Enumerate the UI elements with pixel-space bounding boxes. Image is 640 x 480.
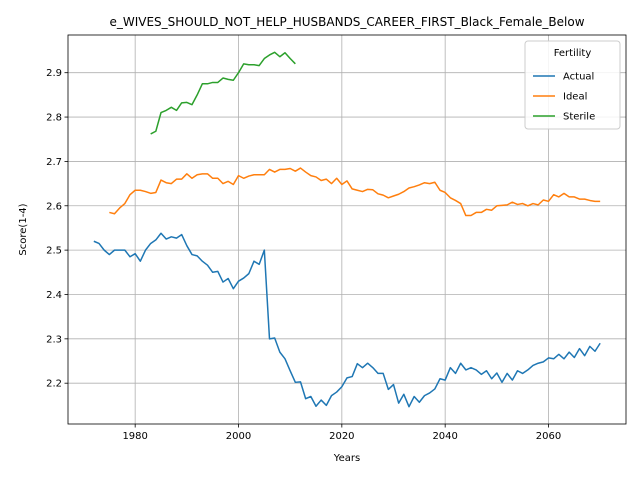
y-tick-label: 2.7 [46,157,62,168]
y-tick-label: 2.4 [46,290,62,301]
x-tick-label: 2020 [329,431,354,442]
x-axis-title: Years [333,453,360,464]
y-tick-label: 2.9 [46,68,62,79]
y-tick-label: 2.6 [46,201,62,212]
legend-label-ideal: Ideal [563,92,587,103]
y-tick-label: 2.8 [46,113,62,124]
legend-label-sterile: Sterile [563,112,595,123]
legend-box [524,40,621,130]
y-tick-label: 2.5 [46,246,62,257]
x-tick-label: 2060 [536,431,561,442]
legend-label-actual: Actual [563,72,594,83]
axis-ticks: 1980 2000 2020 2040 2060 2.2 2.3 2.4 2.5 2.6 2.7 2.… [46,68,561,442]
y-tick-label: 2.2 [46,379,62,390]
series-lines [93,51,601,408]
series-line-sterile [150,51,296,135]
plot-frame [67,34,627,425]
chart-title: e_WIVES_SHOULD_NOT_HELP_HUSBANDS_CAREER_… [109,15,584,29]
series-line-ideal [109,167,601,217]
legend-title: Fertility [554,48,592,59]
series-line-actual [93,232,601,408]
x-tick-label: 2000 [226,431,251,442]
x-tick-label: 2040 [432,431,457,442]
y-tick-label: 2.3 [46,334,62,345]
y-axis-title: Score(1-4) [18,203,29,255]
x-tick-label: 1980 [122,431,147,442]
legend: Fertility Actual Ideal Sterile [524,40,621,130]
